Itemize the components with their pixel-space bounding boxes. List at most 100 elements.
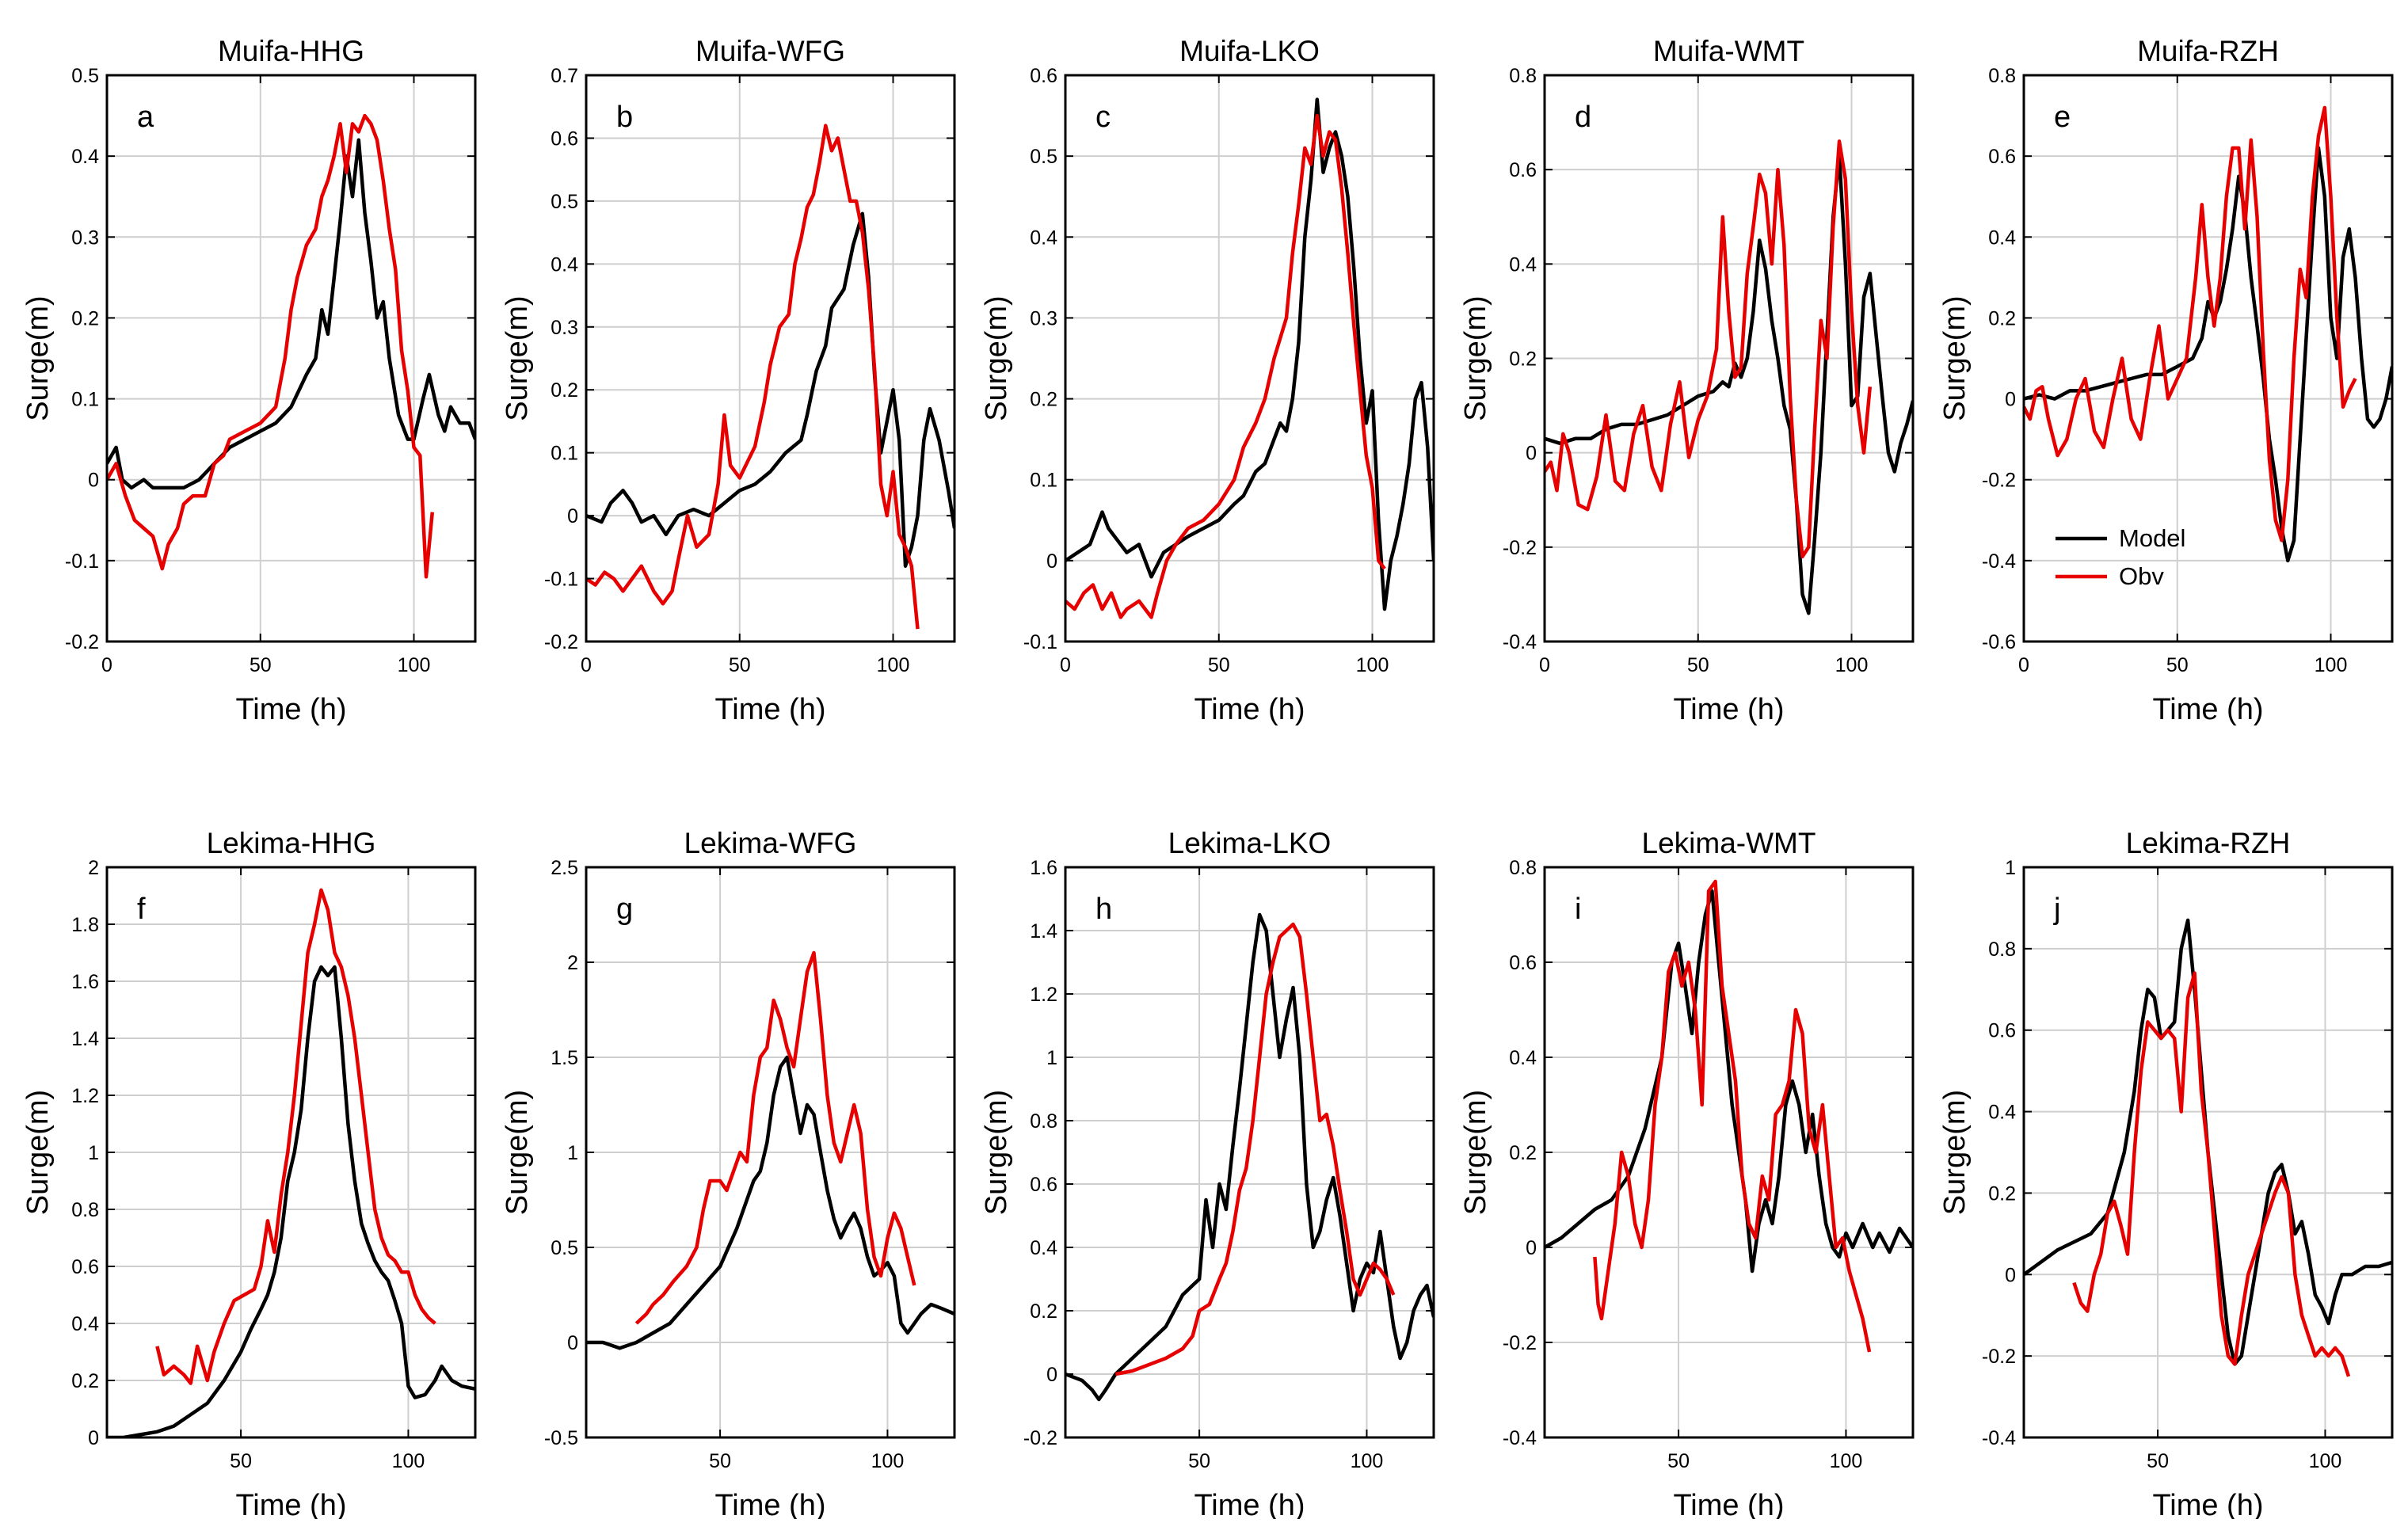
x-tick-label: 0	[2018, 654, 2029, 676]
y-tick-label: 0.5	[71, 65, 99, 87]
chart-title: Muifa-WFG	[695, 35, 845, 67]
y-tick-label: 0.2	[1509, 348, 1537, 371]
chart-title: Muifa-WMT	[1653, 35, 1804, 67]
y-tick-label: 0.5	[551, 191, 578, 213]
y-tick-label: 0.4	[1030, 1237, 1057, 1259]
axes-box	[105, 74, 477, 643]
y-axis-label: Surge(m)	[501, 1090, 534, 1215]
x-tick-label: 100	[398, 654, 431, 676]
y-tick-label: 0.6	[1030, 65, 1057, 87]
model-series-line	[1545, 889, 1913, 1274]
panel-letter: d	[1575, 101, 1591, 134]
y-tick-label: 1	[2005, 857, 2016, 879]
legend: Model Obv	[2056, 524, 2185, 590]
y-tick-label: 0.2	[1988, 307, 2016, 329]
chart-panel-j: -0.4 -0.2 0 0.2 0.4 0.6 0.8 1 50 100 Lekima-RZH j Ti…	[1938, 827, 2394, 1522]
axes-box	[1064, 866, 1435, 1439]
y-tick-label: 1.4	[71, 1028, 99, 1050]
obs-series-line	[1545, 139, 1873, 559]
y-tick-label: 0.8	[1509, 857, 1537, 879]
model-series-line	[586, 211, 954, 568]
y-tick-label: 0	[88, 470, 99, 492]
y-tick-label: -0.2	[544, 631, 578, 653]
axes-box	[585, 74, 956, 643]
y-tick-label: 0.1	[1030, 470, 1057, 492]
y-tick-label: -0.1	[65, 550, 99, 573]
axes-box	[2022, 74, 2394, 643]
y-tick-label: 0.2	[1988, 1182, 2016, 1205]
y-axis-label: Surge(m)	[1459, 1090, 1492, 1215]
y-tick-label: 1.2	[1030, 984, 1057, 1006]
y-axis-label: Surge(m)	[980, 1090, 1013, 1215]
x-tick-label: 50	[1188, 1450, 1210, 1472]
y-tick-label: 0.4	[1509, 1047, 1537, 1069]
y-tick-label: 0.6	[1509, 952, 1537, 974]
y-tick-label: 0.6	[551, 128, 578, 150]
chart-title: Lekima-WFG	[684, 827, 857, 859]
obs-series-line	[155, 888, 436, 1385]
model-series-line	[107, 965, 475, 1437]
y-tick-label: 0	[1526, 1237, 1537, 1259]
x-axis-label: Time (h)	[714, 1489, 825, 1519]
y-tick-label: 0.2	[71, 1370, 99, 1392]
model-series-line	[2024, 146, 2392, 563]
chart-panel-b: -0.2 -0.1 0 0.1 0.2 0.3 0.4 0.5 0.6 0.7 0 50 100 Muif…	[501, 35, 956, 726]
x-tick-label: 0	[581, 654, 592, 676]
x-tick-label: 100	[1830, 1450, 1863, 1472]
y-tick-label: 1.6	[1030, 857, 1057, 879]
x-tick-label: 50	[2147, 1450, 2169, 1472]
y-tick-label: -0.6	[1982, 631, 2016, 653]
y-tick-label: -0.4	[1982, 1427, 2016, 1449]
y-tick-label: 0.1	[71, 389, 99, 411]
y-tick-label: -0.5	[544, 1427, 578, 1449]
y-tick-label: 0.3	[551, 317, 578, 339]
y-tick-label: 0	[567, 1332, 578, 1354]
x-tick-label: 0	[1539, 654, 1550, 676]
y-tick-label: -0.2	[1982, 1346, 2016, 1368]
y-tick-label: 0.2	[71, 307, 99, 329]
y-tick-label: -0.2	[1503, 1332, 1537, 1354]
x-tick-label: 50	[230, 1450, 252, 1472]
y-tick-label: 0.4	[1509, 253, 1537, 276]
y-tick-label: 2.5	[551, 857, 578, 879]
obs-series-line	[634, 950, 916, 1325]
x-axis-label: Time (h)	[714, 693, 825, 726]
y-tick-label: 2	[567, 952, 578, 974]
y-tick-label: 0.8	[1988, 65, 2016, 87]
chart-panel-f: 0 0.2 0.4 0.6 0.8 1 1.2 1.4 1.6 1.8 2 50 100 Lekima-H…	[21, 827, 477, 1522]
panel-letter: i	[1575, 893, 1581, 926]
x-tick-label: 50	[1667, 1450, 1690, 1472]
y-tick-label: 0	[567, 505, 578, 527]
y-axis-label: Surge(m)	[501, 295, 534, 421]
y-tick-label: -0.4	[1982, 550, 2016, 573]
chart-panel-c: -0.100.10.20.30.40.50.60 50 100Muifa-LKOcT…	[980, 35, 1435, 726]
chart-title: Lekima-LKO	[1168, 827, 1332, 859]
y-tick-label: 0	[1046, 1364, 1057, 1386]
x-tick-label: 50	[1208, 654, 1230, 676]
y-tick-label: 0.4	[1030, 227, 1057, 249]
y-tick-label: 1.2	[71, 1085, 99, 1107]
x-tick-label: 50	[709, 1450, 731, 1472]
y-axis-label: Surge(m)	[1938, 295, 1972, 421]
y-tick-label: 0.4	[551, 253, 578, 276]
x-tick-label: 100	[871, 1450, 905, 1472]
x-tick-label: 100	[1351, 1450, 1384, 1472]
y-tick-label: -0.2	[1503, 537, 1537, 559]
y-tick-label: 0.2	[1509, 1142, 1537, 1164]
y-tick-label: 0.8	[1509, 65, 1537, 87]
y-tick-label: 0.4	[1988, 1102, 2016, 1124]
y-tick-label: -0.1	[544, 569, 578, 591]
y-axis-label: Surge(m)	[1938, 1090, 1972, 1215]
y-tick-label: 0.3	[71, 227, 99, 249]
y-tick-label: 0	[1046, 550, 1057, 573]
y-tick-label: 1.4	[1030, 920, 1057, 942]
y-tick-label: 1.5	[551, 1047, 578, 1069]
legend-obs-label: Obv	[2119, 562, 2164, 590]
panel-letter: a	[137, 101, 154, 134]
model-series-line	[586, 1055, 954, 1350]
y-tick-label: 2	[88, 857, 99, 879]
x-axis-label: Time (h)	[2152, 693, 2263, 726]
y-tick-label: 1.8	[71, 914, 99, 936]
x-tick-label: 50	[250, 654, 272, 676]
x-axis-label: Time (h)	[1673, 693, 1784, 726]
